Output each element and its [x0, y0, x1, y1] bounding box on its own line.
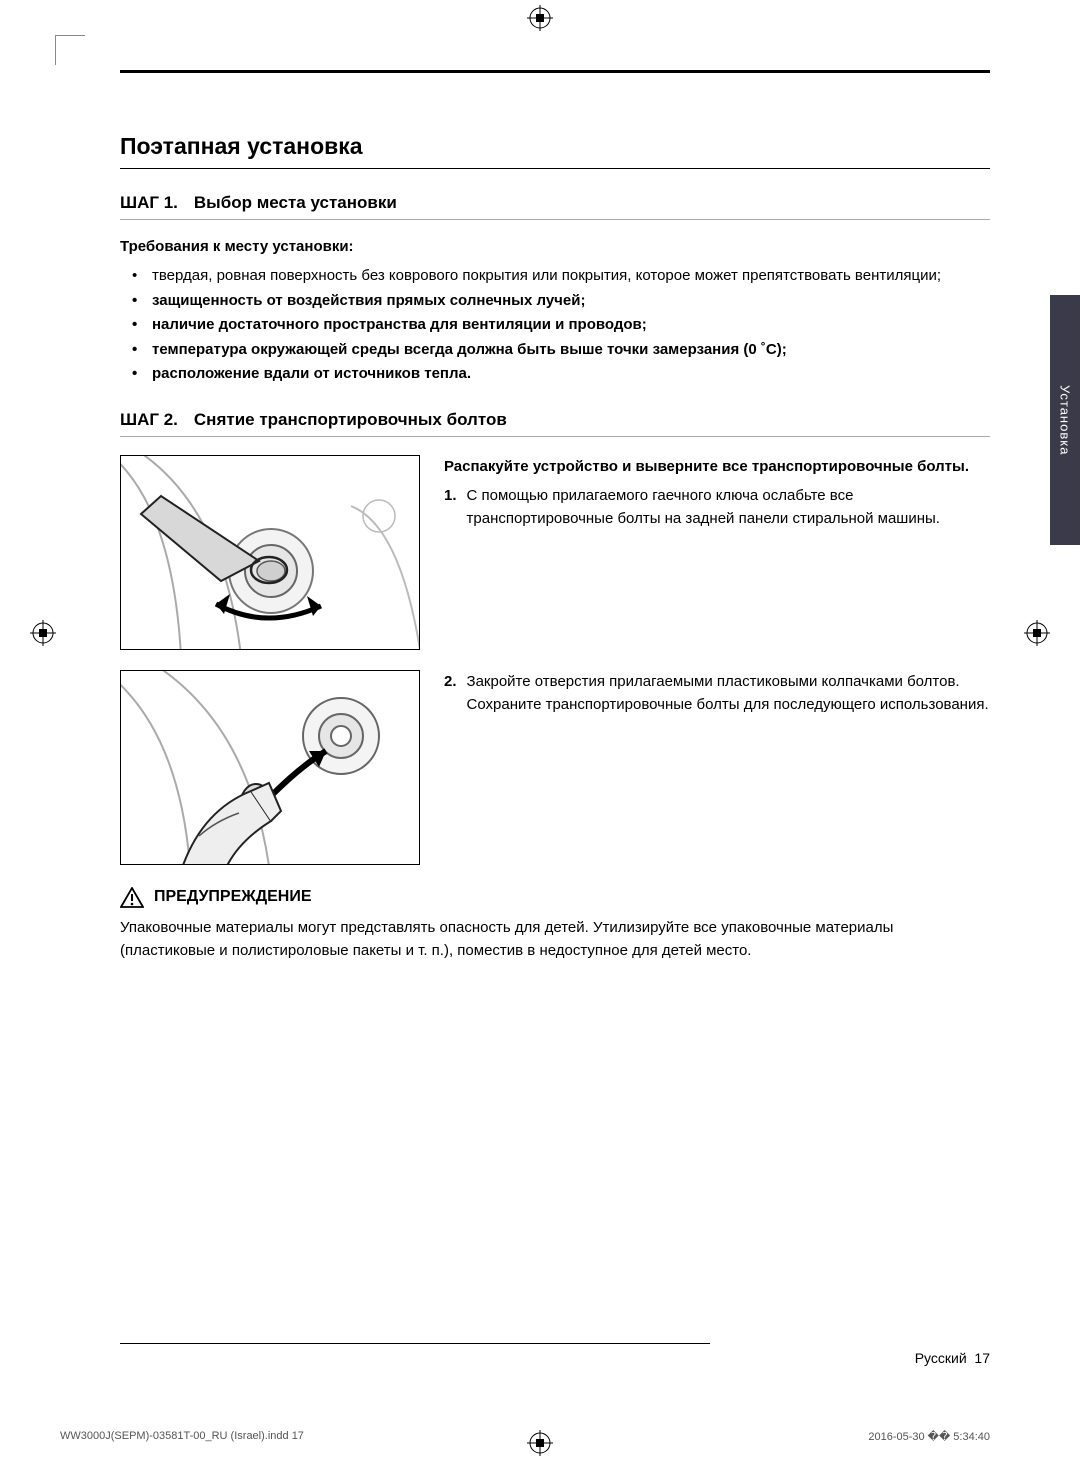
step2-num: ШАГ 2. — [120, 410, 178, 429]
footer-rule — [120, 1343, 710, 1344]
step2-heading: ШАГ 2. Снятие транспортировочных болтов — [120, 410, 990, 430]
step1-rule — [120, 219, 990, 220]
step2-rule — [120, 436, 990, 437]
step2-row-1: Распакуйте устройство и выверните все тр… — [120, 455, 990, 650]
step2-row-2: 2. Закройте отверстия прилагаемыми пласт… — [120, 670, 990, 865]
step1-heading: ШАГ 1. Выбор места установки — [120, 193, 990, 213]
step1-title: Выбор места установки — [194, 193, 397, 212]
step2-item2-num: 2. — [444, 670, 457, 717]
warning-body: Упаковочные материалы могут представлять… — [120, 916, 990, 963]
step2-item2-text: Закройте отверстия прилагаемыми пластико… — [467, 670, 990, 717]
heading-rule — [120, 168, 990, 169]
step1-num: ШАГ 1. — [120, 193, 178, 212]
requirements-title: Требования к месту установки: — [120, 238, 990, 255]
crop-mark-icon — [30, 620, 56, 646]
print-footer: WW3000J(SEPM)-03581T-00_RU (Israel).indd… — [60, 1430, 990, 1443]
crop-mark-icon — [527, 5, 553, 31]
illustration-cap-insert — [120, 670, 420, 865]
requirements-list: твердая, ровная поверхность без ковровог… — [120, 265, 990, 386]
footer-lang: Русский — [915, 1350, 967, 1366]
illustration-bolt-removal — [120, 455, 420, 650]
side-tab: Установка — [1050, 295, 1080, 545]
warning-icon — [120, 887, 144, 908]
print-footer-right: 2016-05-30 �� 5:34:40 — [868, 1430, 990, 1443]
corner-crop-mark — [55, 35, 85, 65]
footer-page-num: 17 — [974, 1350, 990, 1366]
page-content: Поэтапная установка ШАГ 1. Выбор места ус… — [120, 70, 990, 1396]
list-item: твердая, ровная поверхность без ковровог… — [152, 265, 990, 288]
step2-item1-num: 1. — [444, 484, 457, 531]
footer-page: Русский 17 — [915, 1350, 990, 1366]
warning-label: ПРЕДУПРЕЖДЕНИЕ — [154, 888, 312, 906]
print-footer-left: WW3000J(SEPM)-03581T-00_RU (Israel).indd… — [60, 1430, 304, 1443]
list-item: защищенность от воздействия прямых солне… — [152, 290, 990, 313]
list-item: наличие достаточного пространства для ве… — [152, 314, 990, 337]
side-tab-label: Установка — [1058, 385, 1073, 455]
warning-heading: ПРЕДУПРЕЖДЕНИЕ — [120, 887, 990, 908]
step2-lead: Распакуйте устройство и выверните все тр… — [444, 455, 990, 478]
step2-item1-text: С помощью прилагаемого гаечного ключа ос… — [467, 484, 990, 531]
top-rule — [120, 70, 990, 73]
main-heading: Поэтапная установка — [120, 133, 990, 160]
list-item: температура окружающей среды всегда долж… — [152, 339, 990, 362]
list-item: расположение вдали от источников тепла. — [152, 363, 990, 386]
crop-mark-icon — [1024, 620, 1050, 646]
step2-title: Снятие транспортировочных болтов — [194, 410, 507, 429]
